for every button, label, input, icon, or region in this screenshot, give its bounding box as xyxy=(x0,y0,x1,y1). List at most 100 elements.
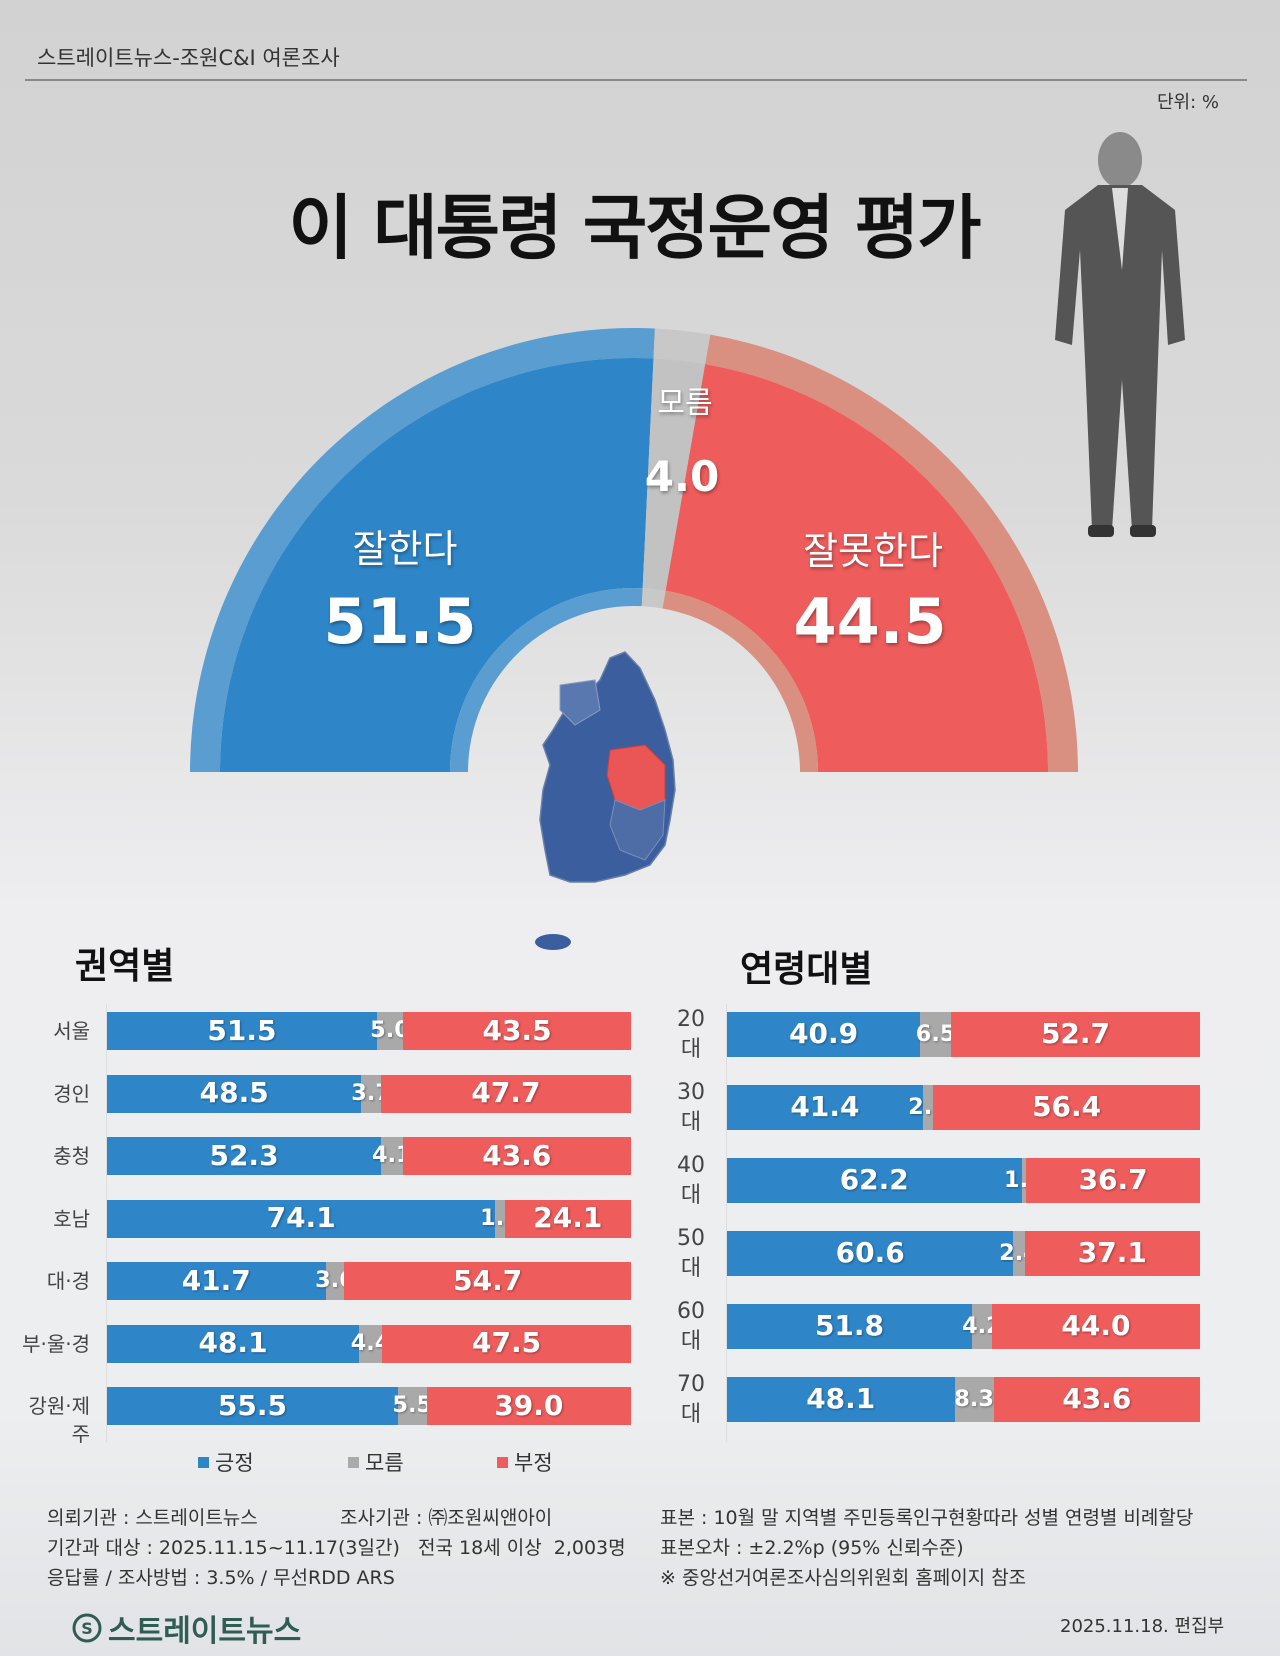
positive-value-label: 55.5 xyxy=(217,1388,287,1422)
category-label: 부·울·경 xyxy=(22,1331,90,1356)
positive-value-label: 48.1 xyxy=(198,1326,268,1360)
positive-segment xyxy=(107,1137,382,1175)
positive-inner-ring xyxy=(450,588,643,772)
negative-value-label: 52.7 xyxy=(1040,1017,1111,1051)
negative-value-label: 43.6 xyxy=(1062,1382,1132,1416)
positive-value-label: 48.5 xyxy=(199,1076,269,1110)
note-method: 응답률 / 조사방법 : 3.5% / 무선RDD ARS xyxy=(47,1567,395,1589)
page-title: 이 대통령 국정운영 평가 xyxy=(288,187,981,269)
category-axis xyxy=(106,1004,107,1442)
negative-value-label: 24.1 xyxy=(533,1201,603,1235)
negative-segment xyxy=(504,1199,631,1238)
positive-segment xyxy=(107,1012,377,1050)
stacked-bar: 40.9 6.5 52.7 xyxy=(727,1012,1200,1057)
positive-segment xyxy=(727,1158,1022,1203)
unit-label: 단위: % xyxy=(1157,92,1220,113)
positive-value-label: 62.2 xyxy=(839,1163,909,1197)
positive-value-label: 48.1 xyxy=(806,1382,876,1416)
negative-segment xyxy=(950,1012,1200,1057)
unknown-segment xyxy=(1021,1158,1027,1203)
unknown-value-label: 5.5 xyxy=(392,1392,433,1419)
unknown-inner-ring xyxy=(641,588,666,609)
category-label: 충청 xyxy=(53,1144,90,1168)
negative-segment xyxy=(1024,1231,1200,1276)
positive-value-label: 41.7 xyxy=(181,1263,251,1297)
negative-segment xyxy=(382,1324,631,1363)
positive-value-label: 60.6 xyxy=(835,1236,905,1270)
negative-value-label: 56.4 xyxy=(1032,1090,1102,1124)
negative-segment xyxy=(933,1085,1200,1130)
category-label: 50 대 xyxy=(677,1225,705,1281)
positive-value-label: 51.5 xyxy=(207,1013,277,1047)
positive-segment xyxy=(727,1377,955,1422)
positive-segment xyxy=(727,1085,923,1130)
stacked-bar: 62.2 1.0 36.7 xyxy=(727,1158,1200,1203)
unknown-value: 4.0 xyxy=(644,452,720,501)
unknown-segment xyxy=(397,1387,427,1425)
publish-date: 2025.11.18. 편집부 xyxy=(1060,1616,1225,1637)
category-axis xyxy=(726,1004,727,1442)
legend-label: 모름 xyxy=(365,1451,404,1475)
note-agency: 조사기관 : ㈜조원씨앤아이 xyxy=(340,1507,553,1529)
unknown-label: 모름 xyxy=(657,386,713,421)
legend-swatch xyxy=(497,1456,508,1468)
unknown-segment xyxy=(361,1074,381,1113)
category-label: 호남 xyxy=(53,1206,90,1231)
positive-value-label: 40.9 xyxy=(789,1017,859,1051)
stacked-bar: 51.5 5.0 43.5 xyxy=(107,1012,631,1050)
positive-value-label: 74.1 xyxy=(266,1201,336,1235)
unknown-value-label: 8.3 xyxy=(954,1385,994,1412)
stacked-bar: 52.3 4.1 43.6 xyxy=(107,1137,631,1175)
negative-value-label: 43.6 xyxy=(482,1138,552,1172)
unknown-segment xyxy=(325,1262,345,1300)
note-sample: 표본 : 10월 말 지역별 주민등록인구현황따라 성별 연령별 비례할당 xyxy=(660,1507,1194,1529)
region-section-title: 권역별 xyxy=(75,946,175,987)
legend-swatch xyxy=(198,1456,209,1468)
category-label: 60 대 xyxy=(677,1298,705,1354)
positive-slice xyxy=(220,357,654,772)
unknown-segment xyxy=(920,1012,951,1057)
positive-segment xyxy=(727,1304,972,1349)
negative-segment xyxy=(402,1137,631,1175)
positive-segment xyxy=(107,1387,398,1425)
svg-text:S: S xyxy=(81,1619,93,1638)
korea-map xyxy=(535,651,676,950)
header-divider xyxy=(25,79,1247,81)
legend-label: 긍정 xyxy=(215,1451,254,1475)
stacked-bar: 48.1 4.4 47.5 xyxy=(107,1324,631,1363)
note-client: 의뢰기관 : 스트레이트뉴스 xyxy=(47,1507,258,1529)
note-period: 기간과 대상 : 2025.11.15~11.17(3일간) 전국 18세 이상… xyxy=(47,1537,626,1559)
negative-segment xyxy=(1026,1158,1200,1203)
category-label: 40 대 xyxy=(677,1152,705,1208)
negative-value-label: 47.5 xyxy=(472,1326,542,1360)
president-photo xyxy=(1055,132,1185,537)
note-reference: ※ 중앙선거여론조사심의위원회 홈페이지 참조 xyxy=(660,1567,1027,1589)
positive-label: 잘한다 xyxy=(352,527,458,571)
positive-segment xyxy=(727,1012,921,1057)
category-label: 서울 xyxy=(53,1019,90,1043)
unknown-value-label: 6.5 xyxy=(915,1020,956,1047)
positive-value-label: 51.8 xyxy=(814,1309,885,1343)
positive-segment xyxy=(107,1074,362,1113)
unknown-segment xyxy=(972,1304,992,1349)
negative-slice xyxy=(665,364,1048,772)
logo-icon: S xyxy=(72,1613,102,1643)
negative-segment xyxy=(403,1012,631,1050)
stacked-bar: 48.5 3.7 47.7 xyxy=(107,1074,631,1113)
positive-value: 51.5 xyxy=(323,585,477,658)
unknown-segment xyxy=(359,1324,383,1363)
legend-negative: 부정 xyxy=(497,1447,553,1477)
logo: S 스트레이트뉴스 xyxy=(72,1606,301,1650)
legend-unknown: 모름 xyxy=(348,1447,404,1477)
negative-value-label: 44.0 xyxy=(1061,1309,1131,1343)
negative-segment xyxy=(993,1377,1200,1422)
positive-value-label: 52.3 xyxy=(209,1138,279,1172)
stacked-bar: 41.4 2.2 56.4 xyxy=(727,1085,1200,1130)
category-label: 경인 xyxy=(53,1081,90,1106)
negative-value-label: 43.5 xyxy=(482,1013,552,1047)
negative-value-label: 39.0 xyxy=(494,1388,564,1422)
approval-gauge xyxy=(190,328,1078,772)
negative-value-label: 37.1 xyxy=(1077,1236,1147,1270)
unknown-segment xyxy=(1013,1231,1025,1276)
header-source: 스트레이트뉴스-조원C&I 여론조사 xyxy=(37,46,340,70)
